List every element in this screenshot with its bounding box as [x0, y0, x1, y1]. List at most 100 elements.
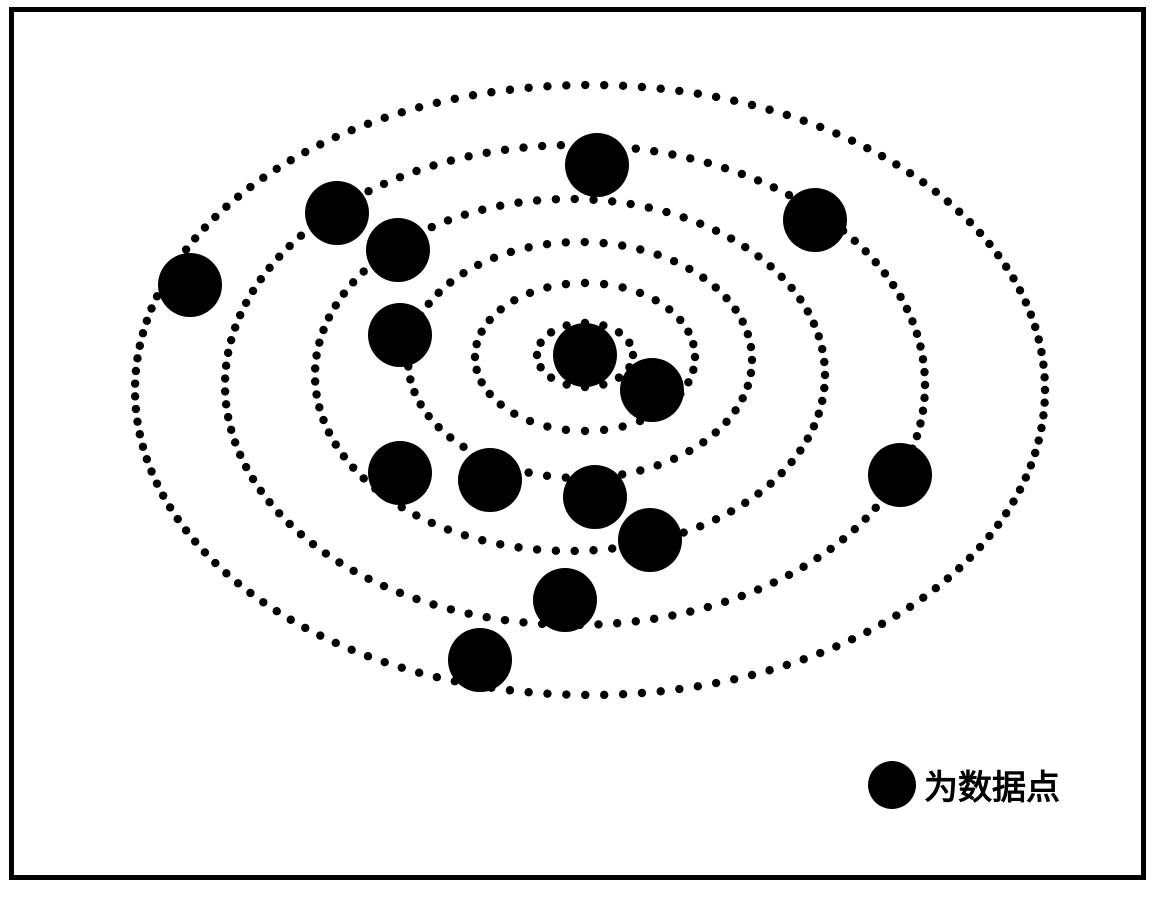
data-point — [368, 303, 432, 367]
data-point — [618, 508, 682, 572]
contour-dot — [349, 278, 357, 286]
contour-dot — [600, 81, 608, 89]
contour-dot — [287, 616, 295, 624]
contour-dot — [433, 673, 441, 681]
contour-dot — [211, 213, 219, 221]
contour-dot — [1009, 497, 1017, 505]
contour-dot — [851, 237, 859, 245]
contour-dot — [619, 690, 627, 698]
contour-dot — [638, 689, 646, 697]
contour-dot — [783, 111, 791, 119]
contour-dot — [478, 206, 486, 214]
contour-dot — [944, 197, 952, 205]
contour-dot — [878, 152, 886, 160]
contour-dot — [848, 136, 856, 144]
contour-dot — [796, 446, 804, 454]
contour-dot — [804, 307, 812, 315]
contour-dot — [696, 219, 704, 227]
contour-dot — [227, 426, 235, 434]
contour-dot — [815, 410, 823, 418]
contour-dot — [482, 613, 490, 621]
contour-dot — [1035, 335, 1043, 343]
contour-dot — [524, 688, 532, 696]
contour-dot — [477, 327, 485, 335]
contour-dot — [287, 156, 295, 164]
contour-dot — [851, 525, 859, 533]
contour-dot — [754, 252, 762, 260]
contour-dot — [976, 229, 984, 237]
contour-dot — [398, 108, 406, 116]
contour-dot — [765, 106, 773, 114]
contour-dot — [360, 267, 368, 275]
contour-dot — [1037, 424, 1045, 432]
contour-dot — [246, 589, 254, 597]
contour-dot — [670, 455, 678, 463]
contour-dot — [447, 605, 455, 613]
data-point — [620, 358, 684, 422]
contour-dot — [412, 511, 420, 519]
contour-dot — [552, 547, 560, 555]
contour-dot — [533, 351, 541, 359]
contour-dot — [472, 340, 480, 348]
contour-dot — [581, 81, 589, 89]
contour-dot — [514, 543, 522, 551]
contour-dot — [482, 149, 490, 157]
contour-dot — [496, 202, 504, 210]
contour-dot — [921, 381, 929, 389]
contour-dot — [543, 472, 551, 480]
contour-dot — [433, 99, 441, 107]
contour-dot — [478, 536, 486, 544]
contour-dot — [297, 530, 305, 538]
contour-dot — [903, 305, 911, 313]
contour-dot — [381, 658, 389, 666]
contour-dot — [410, 388, 418, 396]
contour-dot — [625, 339, 633, 347]
contour-dot — [477, 378, 485, 386]
contour-dot — [222, 202, 230, 210]
contour-dot — [425, 300, 433, 308]
contour-dot — [265, 264, 273, 272]
contour-dot — [533, 545, 541, 553]
contour-dot — [976, 543, 984, 551]
contour-dot — [562, 426, 570, 434]
contour-dot — [486, 316, 494, 324]
contour-dot — [804, 434, 812, 442]
contour-dot — [360, 474, 368, 482]
contour-dot — [712, 93, 720, 101]
contour-dot — [816, 649, 824, 657]
contour-dot — [985, 532, 993, 540]
contour-dot — [459, 443, 467, 451]
contour-dot — [444, 216, 452, 224]
contour-dot — [227, 336, 235, 344]
contour-dot — [748, 356, 756, 364]
contour-dot — [332, 639, 340, 647]
contour-dot — [685, 265, 693, 273]
contour-dot — [429, 600, 437, 608]
contour-dot — [916, 419, 924, 427]
contour-dot — [1039, 411, 1047, 419]
contour-dot — [889, 281, 897, 289]
contour-dot — [285, 520, 293, 528]
contour-dot — [966, 554, 974, 562]
contour-dot — [919, 178, 927, 186]
contour-dot — [818, 397, 826, 405]
contour-dot — [727, 234, 735, 242]
contour-dot — [446, 278, 454, 286]
contour-dot — [1002, 263, 1010, 271]
contour-dot — [696, 522, 704, 530]
contour-dot — [231, 438, 239, 446]
contour-dot — [896, 293, 904, 301]
contour-dot — [275, 253, 283, 261]
contour-dot — [519, 143, 527, 151]
contour-dot — [325, 313, 333, 321]
contour-dot — [340, 289, 348, 297]
contour-dot — [619, 82, 627, 90]
contour-dot — [257, 487, 265, 495]
contour-dot — [920, 368, 928, 376]
contour-dot — [153, 479, 161, 487]
contour-dot — [684, 378, 692, 386]
contour-dot — [249, 475, 257, 483]
contour-dot — [684, 327, 692, 335]
contour-dot — [444, 525, 452, 533]
contour-dot — [679, 213, 687, 221]
